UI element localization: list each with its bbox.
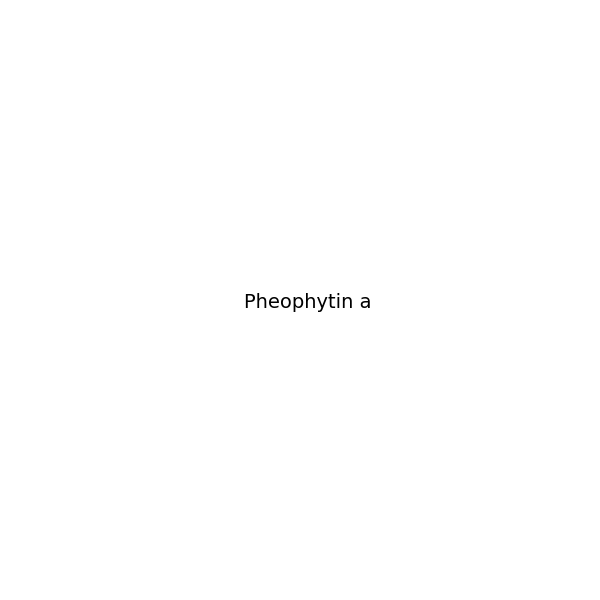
Text: Pheophytin a: Pheophytin a	[244, 293, 371, 313]
